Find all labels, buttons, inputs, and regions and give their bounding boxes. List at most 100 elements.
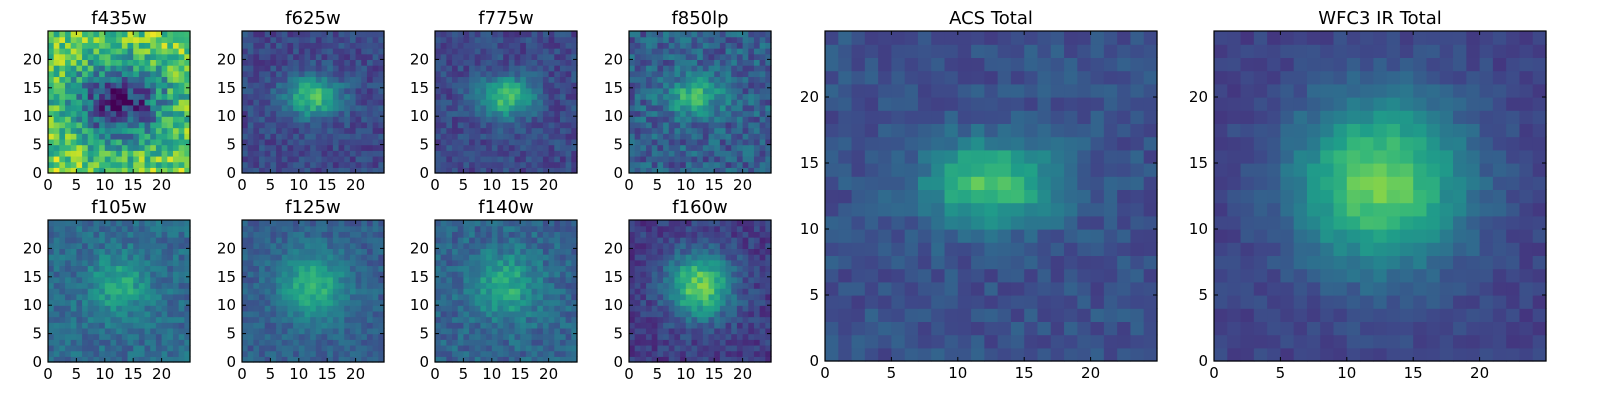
heatmap-cell [491,271,499,278]
heatmap-cell [668,127,676,134]
heatmap-cell [435,293,442,301]
heatmap-cell [247,316,254,323]
heatmap-cell [298,293,306,301]
heatmap-cell [668,31,676,38]
heatmap-cell [259,237,266,244]
heatmap-cell [514,36,521,43]
heatmap-cell [127,53,134,60]
heatmap-cell [646,282,653,289]
heatmap-cell [765,276,772,284]
heatmap-cell [525,299,533,306]
heatmap-cell [708,356,715,363]
heatmap-cell [344,127,351,134]
heatmap-cell [708,87,715,95]
heatmap-cell [287,36,294,43]
heatmap-cell [127,65,134,72]
heatmap-cell [82,259,89,267]
heatmap-cell [70,316,77,323]
heatmap-cell [104,99,112,106]
heatmap-cell [765,167,772,174]
heatmap-cell [554,127,561,134]
heatmap-cell [514,276,521,284]
heatmap-cell [349,350,357,357]
heatmap-cell [554,356,561,363]
heatmap-cell [759,116,766,123]
heatmap-cell [48,322,55,329]
heatmap-cell [457,53,464,60]
heatmap-cell [110,53,117,60]
heatmap-cell [133,356,140,363]
heatmap-cell [457,242,464,249]
heatmap-cell [474,93,482,100]
heatmap-cell [87,110,95,117]
heatmap-cell [685,271,693,278]
heatmap-cell [315,254,323,261]
heatmap-cell [663,305,670,312]
heatmap-cell [759,339,766,346]
heatmap-cell [99,127,106,134]
heatmap-cell [497,36,504,43]
heatmap-cell [332,288,340,295]
axes-frame [47,30,191,174]
heatmap-cell [742,276,749,284]
heatmap-cell [87,316,95,323]
heatmap-cell [446,116,453,123]
heatmap-cell [503,31,510,38]
heatmap-cell [116,288,123,295]
heatmap-cell [138,271,146,278]
heatmap-cell [138,87,146,95]
heatmap-cell [310,220,317,227]
heatmap-cell [178,293,185,301]
heatmap-cell [378,248,385,255]
heatmap-cell [674,116,681,123]
heatmap-cell [680,87,687,95]
y-tick-label: 15 [23,268,42,286]
heatmap-cell [304,138,311,146]
heatmap-cell [161,36,168,43]
heatmap-cell [559,231,567,238]
heatmap-cell [537,333,544,340]
heatmap-cell [435,344,442,352]
heatmap-cell [452,293,459,301]
heatmap-cell [446,344,453,352]
heatmap-cell [344,121,351,129]
heatmap-cell [520,82,527,89]
heatmap-cell [76,121,83,129]
heatmap-cell [452,299,459,306]
heatmap-cell [452,316,459,323]
heatmap-cell [259,350,266,357]
heatmap-cell [104,138,112,146]
heatmap-cell [150,42,157,49]
heatmap-cell [247,59,254,66]
heatmap-cell [327,155,334,163]
heatmap-cell [657,36,664,43]
heatmap-cell [378,161,385,168]
heatmap-cell [270,225,277,232]
heatmap-cell [708,99,715,106]
heatmap-cell [435,87,442,95]
heatmap-cell [463,333,470,340]
heatmap-cell [127,344,134,352]
heatmap-cell [514,350,521,357]
heatmap-cell [172,220,180,227]
heatmap-cell [116,271,123,278]
heatmap-cell [469,316,476,323]
heatmap-cell [691,288,698,295]
heatmap-cell [514,70,521,78]
heatmap-cell [559,36,567,43]
heatmap-cell [76,99,83,106]
heatmap-cell [646,65,653,72]
heatmap-cell [172,99,180,106]
heatmap-cell [104,242,112,249]
heatmap-cell [178,288,185,295]
heatmap-cell [53,53,60,60]
heatmap-cell [110,288,117,295]
heatmap-cell [537,322,544,329]
heatmap-cell [474,220,482,227]
heatmap-cell [99,316,106,323]
heatmap-cell [457,248,464,255]
heatmap-cell [446,31,453,38]
heatmap-cell [259,276,266,284]
heatmap-cell [640,31,647,38]
heatmap-cell [440,339,447,346]
